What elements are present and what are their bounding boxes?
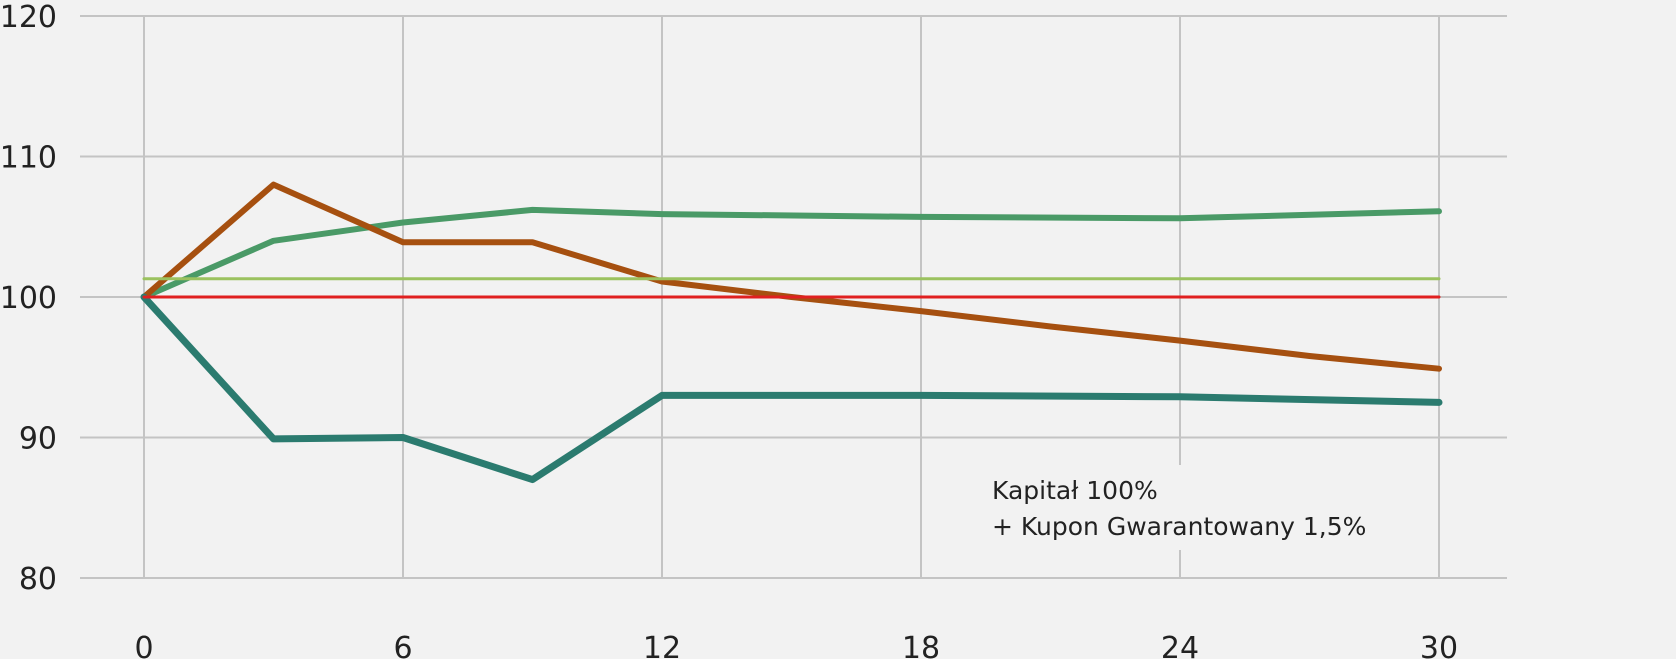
x-tick-label: 24 [1161,631,1199,659]
y-tick-label: 110 [0,141,57,176]
annotation-line-2: + Kupon Gwarantowany 1,5% [992,512,1366,541]
y-tick-label: 90 [19,422,57,457]
y-tick-label: 100 [0,281,57,316]
x-tick-label: 6 [393,631,412,659]
x-tick-label: 0 [134,631,153,659]
x-tick-label: 30 [1420,631,1458,659]
y-tick-label: 120 [0,0,57,35]
y-tick-label: 80 [19,562,57,597]
y-axis-tick-labels: 80 90 100 110 120 [0,0,57,597]
data-series [140,181,1443,484]
series-line-3 [140,293,1443,484]
x-axis-tick-labels: 0 6 12 18 24 30 [134,631,1458,659]
series-line-1 [141,206,1442,300]
annotation-box [983,465,1403,550]
x-tick-label: 12 [643,631,681,659]
annotation-line-1: Kapitał 100% [992,476,1158,505]
series-line-2 [141,181,1442,372]
x-tick-label: 18 [902,631,940,659]
